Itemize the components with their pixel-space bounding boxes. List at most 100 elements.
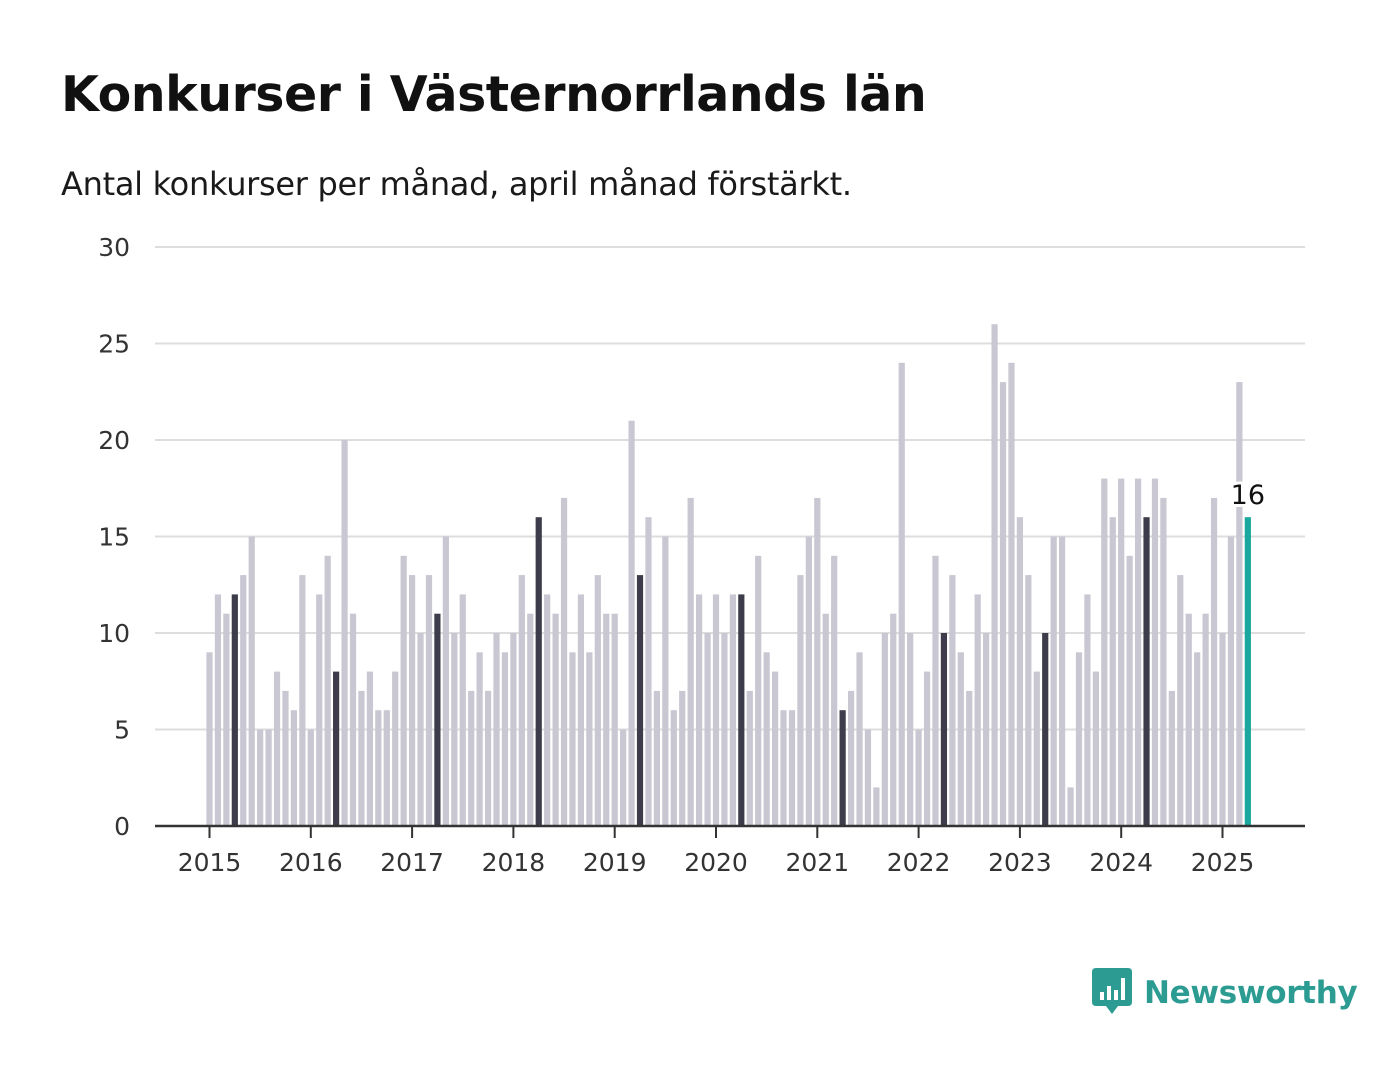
- bar: [1059, 536, 1066, 826]
- bar: [983, 633, 990, 826]
- bar: [1067, 787, 1074, 826]
- bar-latest: [1244, 517, 1251, 826]
- y-tick-label: 10: [98, 619, 130, 648]
- bar: [1227, 536, 1235, 826]
- latest-value-label: 16: [1231, 480, 1265, 511]
- bar: [864, 729, 872, 826]
- bar: [999, 382, 1007, 826]
- bar: [518, 575, 525, 826]
- x-tick-label: 2023: [988, 848, 1052, 877]
- bar: [316, 594, 323, 826]
- bar: [569, 652, 576, 826]
- x-tick-label: 2024: [1089, 848, 1153, 877]
- bar: [510, 633, 517, 826]
- bar: [383, 710, 390, 826]
- bar: [1016, 517, 1023, 826]
- bar: [1202, 613, 1209, 826]
- y-tick-label: 20: [98, 426, 130, 455]
- bar: [679, 690, 686, 826]
- bar: [957, 652, 964, 826]
- bar: [662, 536, 669, 826]
- x-tick-label: 2019: [583, 848, 647, 877]
- x-tick-label: 2016: [279, 848, 343, 877]
- bar-april: [636, 575, 644, 826]
- bar: [468, 690, 475, 826]
- bar: [1210, 497, 1218, 826]
- bar-april: [738, 594, 745, 826]
- bar: [273, 671, 281, 826]
- bar: [822, 613, 829, 826]
- bar: [628, 420, 635, 826]
- bar-april: [1143, 517, 1150, 826]
- bar: [704, 633, 711, 826]
- bar: [966, 690, 973, 826]
- bar: [290, 710, 298, 826]
- bar: [949, 575, 956, 826]
- bar: [923, 671, 931, 826]
- bar: [991, 324, 998, 826]
- bar: [890, 613, 897, 826]
- bar: [324, 555, 331, 826]
- bar: [847, 690, 855, 826]
- x-tick-label: 2017: [380, 848, 444, 877]
- bar: [307, 729, 314, 826]
- bar: [1025, 575, 1032, 826]
- bar: [248, 536, 255, 826]
- bar: [560, 497, 568, 826]
- bar: [223, 613, 230, 826]
- bar: [721, 633, 728, 826]
- brand-logo: Newsworthy: [1092, 968, 1358, 1018]
- bar: [620, 729, 627, 826]
- bar: [1118, 478, 1125, 826]
- bar: [493, 633, 500, 826]
- bar: [687, 497, 694, 826]
- bar-april: [333, 671, 340, 826]
- bar: [1126, 555, 1133, 826]
- bar: [1160, 497, 1167, 826]
- bar: [544, 594, 551, 826]
- bar-april: [535, 517, 542, 826]
- y-tick-label: 25: [98, 330, 130, 359]
- bar: [1008, 362, 1015, 826]
- bar: [594, 575, 601, 826]
- bar: [409, 575, 416, 826]
- bar: [645, 517, 652, 826]
- bar: [400, 555, 407, 826]
- bar: [603, 613, 610, 826]
- y-tick-label: 5: [114, 716, 130, 745]
- bar: [240, 575, 247, 826]
- bar: [712, 594, 720, 826]
- y-tick-label: 0: [114, 812, 130, 841]
- bar: [755, 555, 762, 826]
- bar: [442, 536, 449, 826]
- bar: [527, 613, 534, 826]
- bar-april: [434, 613, 441, 826]
- bar: [299, 575, 306, 826]
- bar: [1151, 478, 1159, 826]
- bar: [265, 729, 272, 826]
- bar: [1109, 517, 1116, 826]
- bar: [1168, 690, 1175, 826]
- bar: [577, 594, 585, 826]
- bar: [349, 613, 357, 826]
- bar: [392, 671, 399, 826]
- bar: [915, 729, 922, 826]
- bar: [797, 575, 804, 826]
- bar: [746, 690, 753, 826]
- bar-april: [940, 633, 948, 826]
- bar: [366, 671, 373, 826]
- bar: [375, 710, 382, 826]
- x-tick-label: 2021: [785, 848, 849, 877]
- bar: [763, 652, 770, 826]
- bar: [696, 594, 703, 826]
- bar: [653, 690, 661, 826]
- bar: [805, 536, 812, 826]
- bar: [1092, 671, 1099, 826]
- x-tick-label: 2020: [684, 848, 748, 877]
- bar: [341, 440, 348, 826]
- bar: [1177, 575, 1184, 826]
- bar: [1101, 478, 1108, 826]
- x-tick-label: 2025: [1191, 848, 1255, 877]
- bar: [670, 710, 677, 826]
